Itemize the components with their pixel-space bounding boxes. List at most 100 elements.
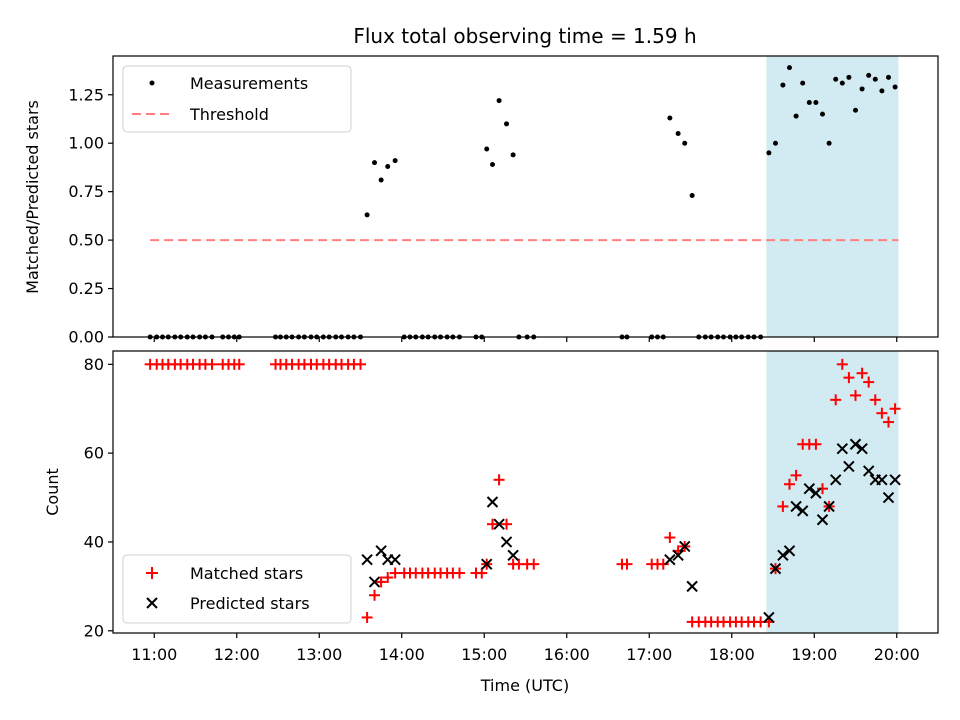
top-y-axis-label: Matched/Predicted stars	[23, 100, 42, 294]
matched-star-point	[361, 611, 373, 623]
matched-star-point	[206, 358, 218, 370]
measurement-point	[496, 98, 502, 104]
matched-star-point	[876, 407, 888, 419]
chart-title: Flux total observing time = 1.59 h	[353, 24, 696, 48]
x-tick-label: 15:00	[461, 645, 507, 664]
legend-measurement-marker	[149, 80, 155, 86]
matched-star-point	[889, 403, 901, 415]
measurement-point	[510, 152, 516, 158]
top-axes-frame	[112, 55, 939, 338]
bottom-shaded-region	[766, 351, 899, 633]
x-tick-label: 13:00	[296, 645, 342, 664]
measurement-point	[689, 193, 695, 199]
matched-star-point	[863, 376, 875, 388]
measurement-point	[806, 100, 812, 106]
measurement-points	[147, 65, 898, 340]
measurement-point	[879, 88, 885, 94]
matched-star-point	[487, 518, 498, 530]
measurement-point	[766, 150, 772, 156]
predicted-star-point	[486, 496, 499, 508]
top-y-ticks: 0.00 0.25 0.50 0.75 1.00 1.25	[68, 85, 113, 347]
top-shaded-region	[766, 56, 899, 337]
legend-matched-label: Matched stars	[190, 564, 303, 583]
matched-star-point	[830, 394, 842, 406]
predicted-star-point	[856, 442, 868, 455]
matched-star-point	[777, 500, 789, 512]
measurement-point	[682, 140, 688, 146]
bottom-y-ticks: 20 40 60 80	[84, 355, 113, 640]
measurement-point	[853, 107, 858, 113]
measurement-point	[846, 74, 852, 80]
measurement-point	[364, 212, 370, 218]
matched-star-point	[501, 518, 513, 530]
predicted-star-point	[493, 518, 505, 530]
matched-star-point	[883, 416, 894, 428]
predicted-star-point	[500, 536, 513, 548]
legend-predicted-label: Predicted stars	[190, 594, 310, 613]
measurement-point	[675, 131, 681, 137]
x-tick-label: 18:00	[709, 645, 755, 664]
legend-matched-marker	[146, 567, 158, 579]
x-tick-label: 17:00	[626, 645, 672, 664]
predicted-star-point	[843, 460, 855, 473]
predicted-star-point	[763, 611, 775, 624]
measurement-point	[372, 160, 378, 166]
legend-measurements-label: Measurements	[190, 74, 308, 93]
x-tick-label: 14:00	[379, 645, 425, 664]
matched-star-point	[810, 438, 822, 450]
matched-star-point	[836, 358, 848, 370]
y-tick-label: 80	[84, 355, 104, 374]
predicted-star-point	[876, 474, 888, 486]
matched-star-point	[493, 474, 505, 486]
legend-predicted-marker	[146, 597, 158, 609]
measurement-point	[667, 115, 673, 121]
y-tick-label: 40	[84, 532, 104, 551]
matched-star-point	[850, 389, 861, 401]
bottom-y-axis-label: Count	[43, 468, 62, 516]
y-tick-label: 20	[84, 621, 104, 640]
predicted-star-point	[829, 474, 842, 486]
bottom-legend: Matched stars Predicted stars	[122, 554, 352, 624]
matched-star-point	[476, 567, 488, 579]
measurement-point	[392, 158, 398, 164]
predicted-star-point	[836, 442, 849, 455]
predicted-star-point	[686, 580, 698, 593]
bottom-x-ticks: 11:00 12:00 13:00 14:00 15:00 16:00 17:00 18:00…	[131, 633, 920, 664]
top-legend-box	[122, 65, 352, 133]
bottom-legend-box	[122, 554, 352, 624]
top-legend: Measurements Threshold	[122, 65, 352, 133]
matched-star-point	[454, 567, 465, 579]
predicted-star-point	[664, 554, 676, 566]
measurement-point	[886, 74, 891, 80]
predicted-star-point	[849, 438, 862, 450]
x-tick-label: 12:00	[214, 645, 260, 664]
matched-star-point	[233, 358, 245, 370]
predicted-star-point	[823, 500, 835, 513]
x-tick-label: 16:00	[544, 645, 590, 664]
predicted-star-point	[790, 500, 802, 513]
predicted-star-point	[507, 549, 519, 561]
matched-star-point	[790, 469, 802, 481]
predicted-star-point	[769, 562, 782, 575]
x-tick-label: 19:00	[791, 645, 837, 664]
predicted-star-point	[481, 558, 493, 570]
y-tick-label: 0.00	[68, 328, 104, 347]
x-tick-label: 20:00	[874, 645, 920, 664]
measurement-point	[793, 113, 799, 119]
bottom-axes-frame	[112, 350, 939, 634]
measurement-point	[872, 76, 878, 82]
measurement-point	[866, 72, 872, 78]
matched-star-point	[856, 367, 868, 379]
measurement-point	[378, 177, 384, 183]
predicted-star-point	[862, 465, 875, 477]
matched-star-point	[664, 532, 676, 544]
y-tick-label: 1.25	[68, 85, 104, 104]
measurement-point	[826, 140, 832, 146]
predicted-star-point	[882, 491, 895, 504]
y-tick-label: 0.75	[68, 182, 104, 201]
y-tick-label: 60	[84, 444, 104, 463]
predicted-star-point	[375, 545, 387, 557]
measurement-point	[787, 65, 792, 71]
predicted-star-point	[679, 540, 691, 553]
